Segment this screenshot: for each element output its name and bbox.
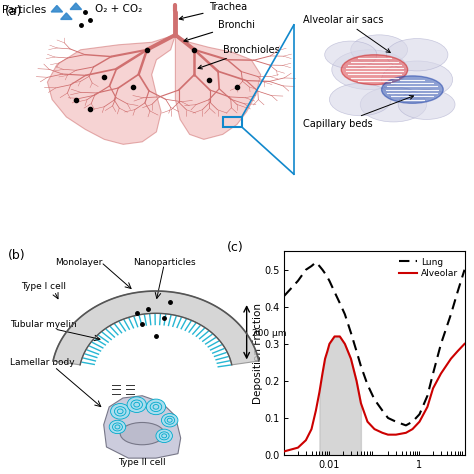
Circle shape — [351, 35, 408, 64]
Polygon shape — [175, 35, 261, 139]
Text: Nanoparticles: Nanoparticles — [133, 258, 195, 266]
Circle shape — [360, 87, 427, 122]
Text: (c): (c) — [227, 241, 244, 254]
Polygon shape — [61, 13, 72, 19]
Circle shape — [127, 397, 146, 412]
Polygon shape — [47, 35, 175, 145]
Circle shape — [110, 403, 130, 419]
Text: O₂ + CO₂: O₂ + CO₂ — [95, 4, 142, 14]
Text: Alveolar air sacs: Alveolar air sacs — [303, 15, 390, 53]
Text: Tubular myelin: Tubular myelin — [10, 320, 77, 329]
Polygon shape — [53, 291, 259, 365]
Circle shape — [382, 61, 453, 98]
Circle shape — [146, 399, 165, 415]
Text: (b): (b) — [8, 249, 25, 262]
Text: Bronchioles: Bronchioles — [198, 45, 280, 69]
Text: Lamellar body: Lamellar body — [10, 358, 75, 367]
Circle shape — [329, 83, 391, 116]
Ellipse shape — [341, 55, 408, 84]
Text: Capillary beds: Capillary beds — [303, 95, 413, 129]
Text: Type I cell: Type I cell — [21, 282, 66, 291]
Text: (a): (a) — [5, 5, 22, 18]
Text: Particles: Particles — [2, 5, 46, 15]
Polygon shape — [70, 3, 82, 9]
Legend: Lung, Alveolar: Lung, Alveolar — [397, 256, 460, 280]
Polygon shape — [104, 396, 181, 458]
Text: Monolayer: Monolayer — [55, 258, 103, 266]
Circle shape — [332, 50, 408, 90]
Text: Trachea: Trachea — [179, 2, 246, 20]
Circle shape — [109, 420, 126, 434]
Polygon shape — [51, 6, 63, 12]
Circle shape — [156, 429, 173, 443]
Text: Bronchi: Bronchi — [184, 20, 255, 42]
Y-axis label: Deposition Fraction: Deposition Fraction — [253, 302, 263, 404]
Circle shape — [386, 38, 448, 71]
Ellipse shape — [382, 76, 443, 103]
Circle shape — [162, 413, 178, 427]
Text: Type II cell: Type II cell — [118, 458, 166, 467]
Circle shape — [398, 90, 455, 119]
Circle shape — [325, 41, 377, 68]
Ellipse shape — [120, 422, 164, 445]
Text: 200 μm: 200 μm — [252, 329, 287, 338]
